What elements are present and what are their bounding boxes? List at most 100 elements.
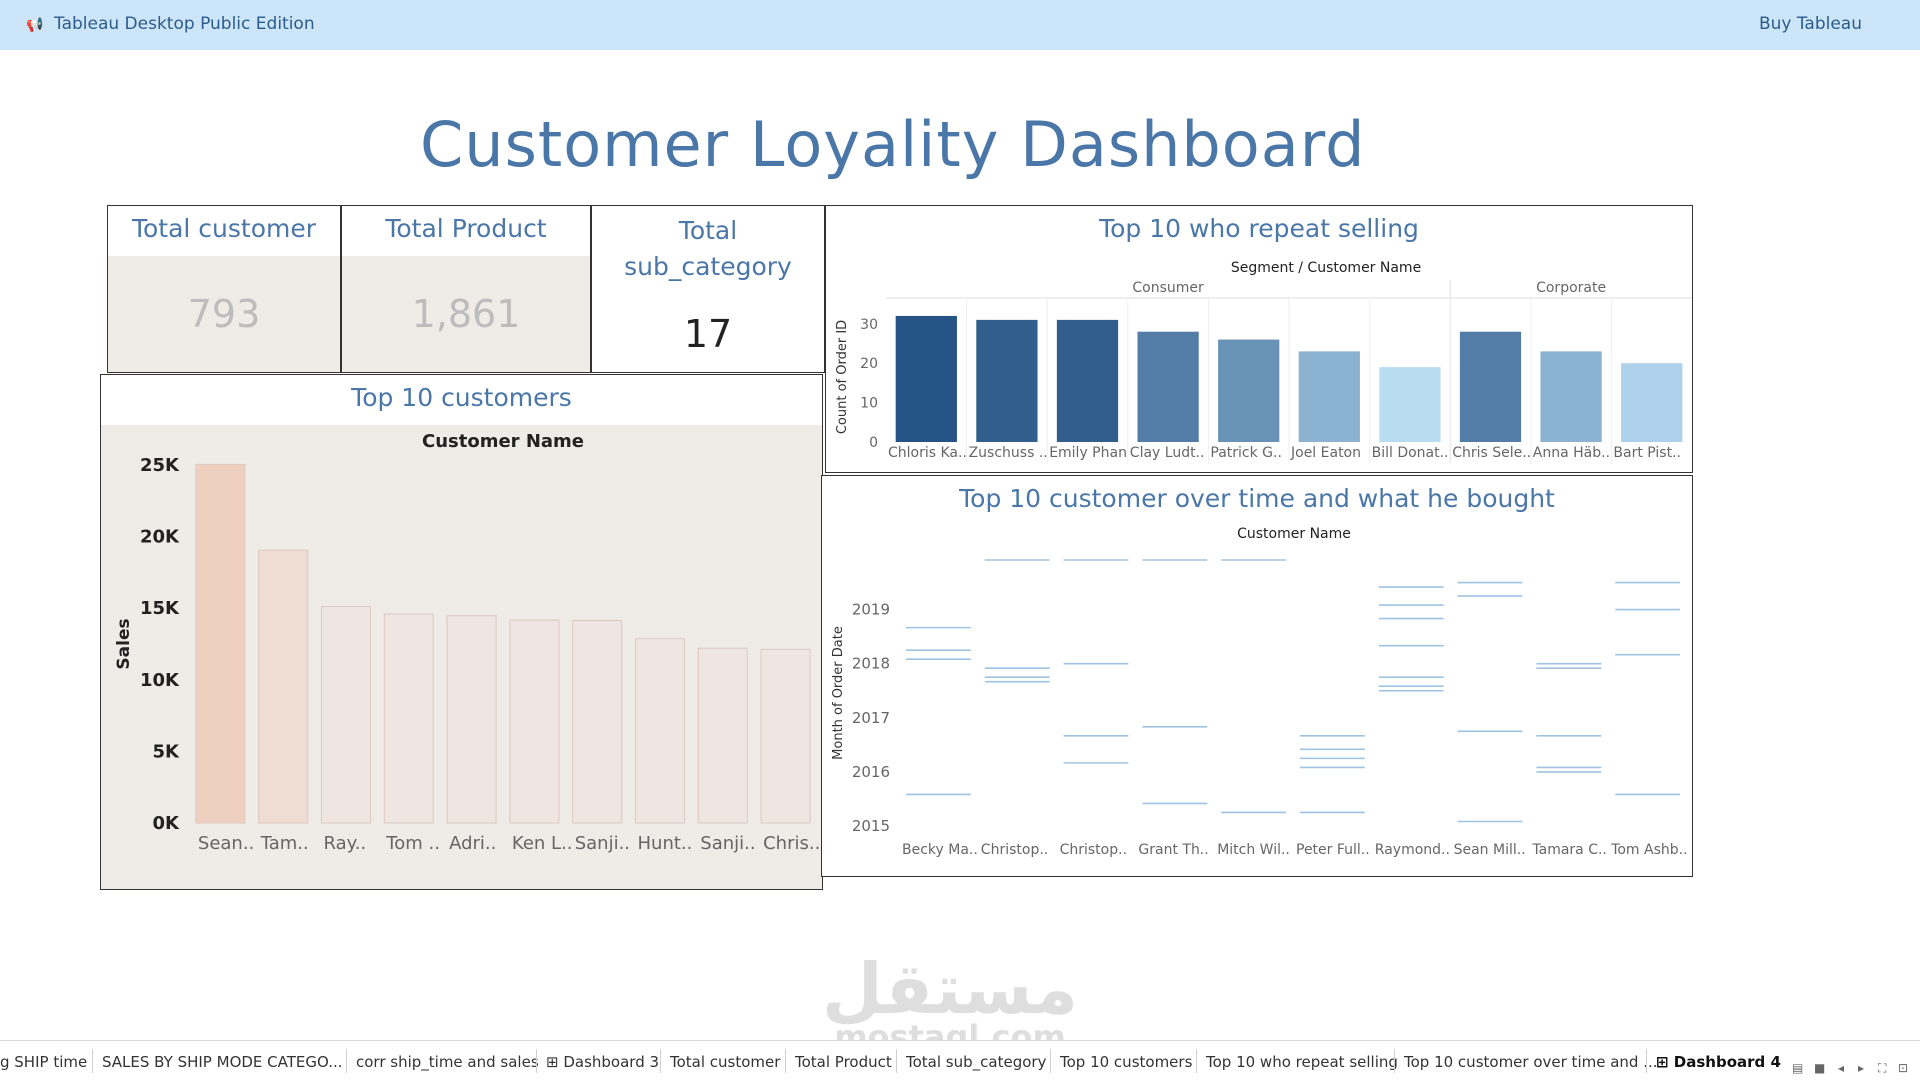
y-tick-label: 30 [860, 317, 878, 333]
buy-tableau-link[interactable]: Buy Tableau [1758, 14, 1862, 34]
x-tick-label: Tamara C.. [1531, 842, 1607, 858]
bar [635, 638, 685, 824]
app-title: Tableau Desktop Public Edition [54, 14, 315, 34]
sheet-tab[interactable]: corr ship_time and sales [356, 1053, 539, 1071]
filmstrip-icon[interactable]: ■ [1814, 1061, 1826, 1075]
present-icon[interactable]: ⊡ [1898, 1061, 1909, 1075]
sheet-tab[interactable]: Top 10 customer over time and ... [1404, 1053, 1658, 1071]
kpi-total-product[interactable]: Total Product 1,861 [341, 205, 591, 373]
x-tick-label: Ken L.. [512, 833, 573, 854]
y-tick-label: 25K [140, 455, 180, 476]
grid-icon: ⊞ [1656, 1053, 1674, 1071]
x-tick-label: Christop.. [981, 842, 1048, 858]
y-tick-label: 0 [869, 435, 878, 451]
sheet-tab[interactable]: ⊞ Dashboard 4 [1656, 1053, 1781, 1071]
x-tick-label: Sean Mill.. [1454, 842, 1526, 858]
bar [446, 615, 497, 824]
sheet-tab[interactable]: Top 10 who repeat selling [1206, 1053, 1398, 1071]
y-tick-label: 2016 [852, 763, 890, 781]
x-tick-label: Emily Phan [1049, 445, 1127, 461]
sheet-tab[interactable]: g SHIP time [0, 1053, 87, 1071]
kpi-label-line1: Total [678, 216, 738, 245]
x-tick-label: Chris Sele.. [1452, 445, 1531, 461]
kpi-label: Total Product [385, 214, 547, 243]
sheet-top-10-over-time[interactable]: Top 10 customer over time and what he bo… [821, 475, 1693, 877]
bar [1540, 351, 1602, 442]
x-tick-label: Bart Pist.. [1613, 445, 1681, 461]
sheet-tab-label: Top 10 who repeat selling [1206, 1053, 1398, 1071]
y-tick-label: 2015 [852, 817, 890, 835]
x-tick-label: Adri.. [449, 833, 496, 854]
bar [976, 319, 1038, 442]
sheet-tab-label: Dashboard 3 [563, 1053, 660, 1071]
y-axis-label: Month of Order Date [831, 626, 846, 760]
sheet-title: Top 10 who repeat selling [1099, 214, 1419, 243]
tab-separator [1050, 1049, 1051, 1073]
x-tick-label: Hunt.. [638, 833, 693, 854]
sheet-tab-label: Top 10 customer over time and ... [1404, 1053, 1658, 1071]
sheet-tab[interactable]: SALES BY SHIP MODE CATEGO... [102, 1053, 343, 1071]
bar [195, 463, 246, 824]
segment-label: Consumer [1132, 280, 1204, 296]
y-tick-label: 2019 [852, 601, 890, 619]
next-sheet-icon[interactable]: ▸ [1858, 1061, 1865, 1075]
y-tick-label: 5K [153, 741, 181, 762]
x-tick-label: Joel Eaton [1290, 445, 1361, 461]
segment-label: Corporate [1536, 280, 1606, 296]
y-tick-label: 20K [140, 527, 180, 548]
bar [572, 619, 623, 824]
x-tick-label: Tom Ashb.. [1610, 842, 1687, 858]
bar-chart-top-customers: Customer Name 0K 5K 10K 15K 20K 25K Sales Sean..… [114, 431, 820, 854]
sheet-tab-label: g SHIP time [0, 1053, 88, 1071]
grid-icon: ⊞ [546, 1053, 564, 1071]
sheet-tab[interactable]: Total customer [670, 1053, 780, 1071]
bar [895, 315, 957, 442]
sheet-tab-label: Total customer [670, 1053, 781, 1071]
x-tick-label: Tom .. [385, 833, 440, 854]
megaphone-icon: 📢 [26, 17, 44, 33]
kpi-total-customer[interactable]: Total customer 793 [107, 205, 341, 373]
grid-view-icon[interactable]: ▤ [1792, 1061, 1804, 1075]
sheet-tab[interactable]: ⊞ Dashboard 3 [546, 1053, 659, 1071]
tab-separator [896, 1049, 897, 1073]
sheet-tab-bar: g SHIP time SALES BY SHIP MODE CATEGO... c… [0, 1040, 1920, 1081]
y-tick-label: 2017 [852, 709, 890, 727]
sheet-top-10-repeat-selling[interactable]: Top 10 who repeat selling Segment / Cust… [825, 205, 1693, 473]
kpi-value: 1,861 [411, 292, 521, 336]
sheet-tab[interactable]: Total Product [795, 1053, 892, 1071]
x-tick-label: Anna Häb.. [1533, 445, 1610, 461]
bar [1137, 331, 1199, 442]
y-tick-label: 10 [860, 396, 878, 412]
sheet-top-10-customers[interactable]: Top 10 customers Customer Name 0K 5K 10K 15K… [100, 374, 823, 890]
kpi-label: Total customer [131, 214, 317, 243]
tab-separator [346, 1049, 347, 1073]
chart-header: Customer Name [422, 431, 584, 452]
x-tick-label: Becky Ma.. [902, 842, 978, 858]
bar [1056, 319, 1119, 442]
bar [1379, 367, 1441, 442]
sheet-tab-label: Top 10 customers [1060, 1053, 1193, 1071]
chart-header: Customer Name [1237, 526, 1351, 542]
kpi-total-sub-category[interactable]: Total sub_category 17 [591, 205, 825, 373]
bar [1218, 339, 1280, 442]
bar [509, 619, 560, 824]
tick-chart-over-time: Customer Name 2015 2016 2017 2018 2019 Month o… [831, 526, 1688, 858]
x-tick-label: Clay Ludt.. [1130, 445, 1205, 461]
dashboard-title: Customer Loyality Dashboard [420, 108, 1366, 181]
watermark-logo: مستقل [821, 948, 1078, 1030]
kpi-body: 17 [592, 292, 824, 372]
x-tick-label: Zuschuss .. [969, 445, 1048, 461]
sheet-tab-label: corr ship_time and sales [356, 1053, 539, 1071]
tab-separator [536, 1049, 537, 1073]
y-tick-label: 10K [140, 670, 180, 691]
sheet-tab[interactable]: Top 10 customers [1060, 1053, 1192, 1071]
sheet-tab[interactable]: Total sub_category [906, 1053, 1046, 1071]
kpi-body: 793 [108, 256, 340, 372]
bar [383, 613, 434, 824]
x-tick-label: Mitch Wil.. [1217, 842, 1290, 858]
bar [1459, 331, 1522, 442]
fullscreen-icon[interactable]: ⛶ [1878, 1061, 1887, 1075]
prev-sheet-icon[interactable]: ◂ [1838, 1061, 1845, 1075]
bar [1621, 363, 1683, 442]
sheet-tab-label: Total Product [795, 1053, 892, 1071]
